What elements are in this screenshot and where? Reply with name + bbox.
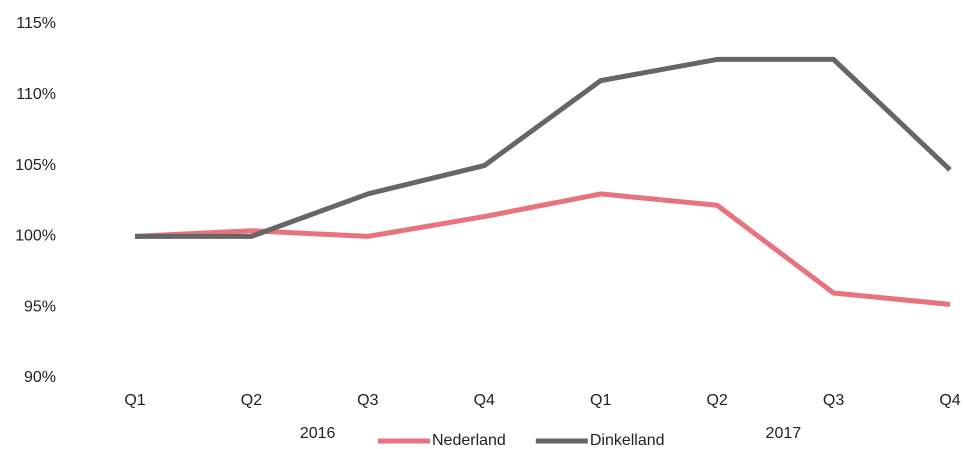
series-line [134,191,951,307]
y-tick-label: 100% [15,228,56,245]
group-label: 2017 [766,425,802,442]
y-tick-label: 95% [24,298,56,315]
x-tick-label: Q1 [590,392,611,409]
legend-label: Dinkelland [590,432,665,449]
x-tick-label: Q2 [706,392,727,409]
legend-label: Nederland [432,432,506,449]
y-tick-label: 110% [16,86,56,103]
y-tick-label: 105% [15,157,56,174]
x-tick-label: Q4 [939,392,960,409]
y-tick-label: 115% [16,15,56,32]
series-line [135,56,952,239]
x-tick-label: Q3 [357,392,378,409]
x-tick-label: Q1 [124,392,145,409]
x-tick-label: Q3 [823,392,844,409]
group-label: 2016 [300,425,336,442]
x-tick-label: Q4 [474,392,495,409]
y-tick-label: 90% [24,369,56,386]
x-tick-label: Q2 [241,392,262,409]
